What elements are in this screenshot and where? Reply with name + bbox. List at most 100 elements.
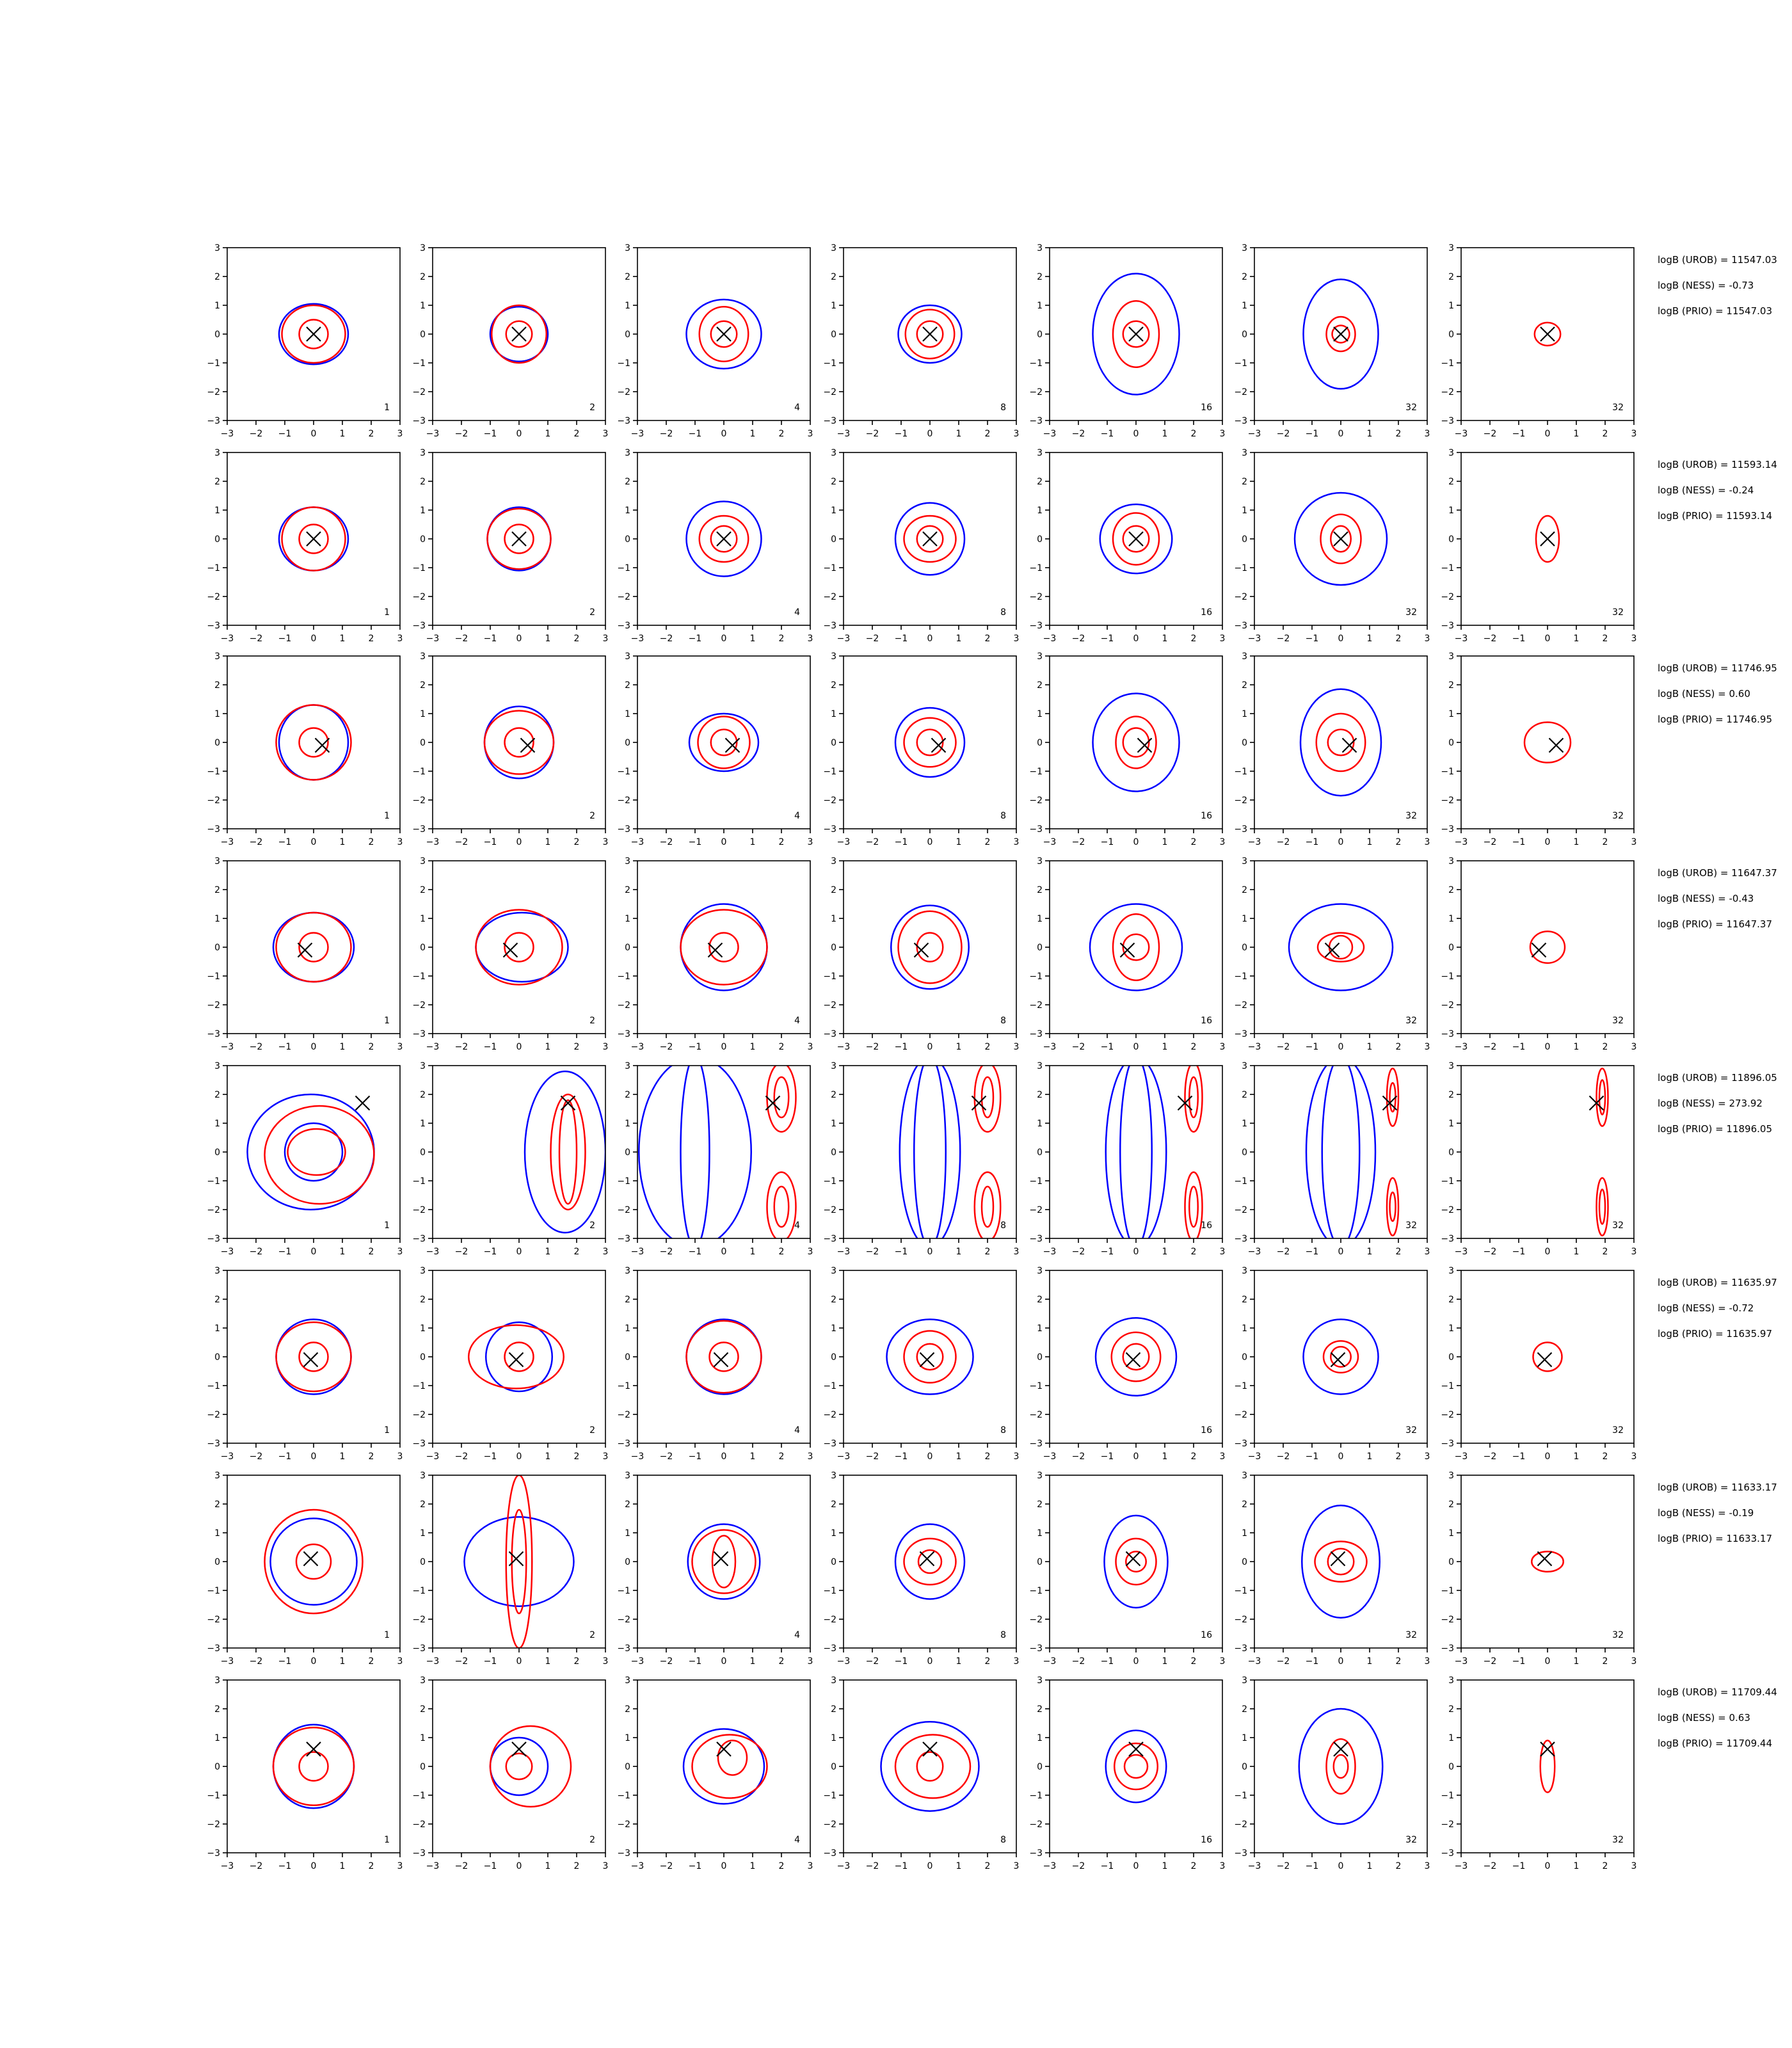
x-tick-label: 0: [1545, 837, 1551, 847]
axes-frame: [637, 860, 811, 1034]
y-tick-label: 0: [420, 534, 426, 545]
red-contour: [916, 320, 944, 348]
blue-contour: [485, 1321, 553, 1393]
red-contour: [916, 1343, 944, 1371]
axes-frame: [1460, 655, 1635, 829]
red-contour: [980, 1076, 995, 1119]
y-tick-label: −1: [617, 1586, 630, 1596]
x-tick-label: 2: [779, 837, 785, 847]
y-tick-label: 0: [420, 1352, 426, 1363]
x-tick-label: −3: [837, 1042, 851, 1052]
panel-label: 32: [1612, 1220, 1624, 1231]
y-tick-label: −3: [207, 416, 220, 426]
x-tick-label: 1: [956, 1247, 962, 1257]
target-marker: [913, 942, 929, 958]
panel-r3-c7: −3 −2 −1 0 1 2 3 −3 −2 −1 0 1 2 3 32: [1441, 652, 1636, 847]
y-tick-label: −3: [823, 621, 836, 631]
x-tick-label: −1: [1306, 1042, 1319, 1052]
target-marker: [508, 1551, 524, 1567]
y-tick-label: −2: [1441, 1410, 1454, 1420]
x-tick-label: 1: [340, 429, 346, 439]
panel-r4-c5: −3 −2 −1 0 1 2 3 −3 −2 −1 0 1 2 3 16: [1029, 856, 1225, 1052]
y-tick-label: −3: [1029, 1029, 1043, 1039]
axes-frame: [1049, 860, 1223, 1034]
y-tick-label: −2: [1029, 1000, 1043, 1011]
y-tick-label: 1: [625, 914, 630, 924]
x-tick-label: 3: [1014, 1452, 1020, 1462]
y-tick-label: −2: [1234, 1410, 1247, 1420]
y-tick-label: −3: [1441, 824, 1454, 835]
x-tick-label: 2: [1603, 1247, 1608, 1257]
blue-contour: [1092, 692, 1180, 792]
y-tick-label: −3: [412, 824, 426, 835]
y-tick-label: −3: [823, 1848, 836, 1859]
y-tick-label: −1: [823, 972, 836, 982]
x-tick-label: −2: [660, 1861, 673, 1871]
y-tick-label: −1: [1441, 1176, 1454, 1187]
x-tick-label: 2: [1396, 1247, 1402, 1257]
y-tick-label: −1: [207, 767, 220, 777]
y-tick-label: 3: [420, 448, 426, 458]
axes-frame: [1049, 655, 1223, 829]
x-tick-label: −2: [250, 634, 263, 644]
panel-label: 2: [589, 1425, 595, 1436]
x-tick-label: −3: [221, 1247, 234, 1257]
y-tick-label: 1: [1242, 914, 1247, 924]
y-tick-label: −2: [1441, 1820, 1454, 1830]
target-marker: [1540, 531, 1555, 547]
y-tick-label: 3: [420, 1266, 426, 1276]
y-tick-label: −1: [1029, 563, 1043, 573]
x-tick-label: −2: [1484, 837, 1497, 847]
y-tick-label: −2: [1234, 796, 1247, 806]
target-marker: [303, 1551, 319, 1567]
y-tick-label: −2: [207, 1615, 220, 1625]
x-tick-label: 2: [574, 1656, 580, 1667]
y-tick-label: 1: [1242, 1324, 1247, 1334]
x-tick-label: −2: [1484, 1861, 1497, 1871]
red-contour: [1123, 1754, 1149, 1779]
red-contour: [295, 1543, 332, 1580]
x-tick-label: −3: [426, 429, 440, 439]
x-tick-label: −3: [1455, 1247, 1468, 1257]
y-tick-label: 0: [1242, 738, 1247, 748]
y-tick-label: −3: [1234, 1439, 1247, 1449]
x-tick-label: 3: [397, 1452, 403, 1462]
target-marker: [1540, 1741, 1555, 1757]
x-tick-label: 2: [985, 1861, 991, 1871]
x-tick-label: 3: [1631, 1247, 1637, 1257]
x-tick-label: −2: [1277, 1861, 1290, 1871]
y-tick-label: 0: [214, 1762, 220, 1772]
y-tick-label: −2: [1234, 592, 1247, 602]
contour-group: [275, 1318, 352, 1395]
target-marker: [1330, 1551, 1346, 1567]
panel-label: 16: [1201, 1220, 1212, 1231]
logb-annotation: logB (PRIO) = 11593.14: [1658, 510, 1772, 522]
target-marker: [1128, 531, 1144, 547]
contour-group: [272, 1724, 355, 1809]
x-tick-label: −2: [1277, 634, 1290, 644]
red-contour: [903, 717, 957, 768]
x-tick-label: 3: [1425, 1861, 1430, 1871]
y-tick-label: 1: [1037, 1119, 1043, 1129]
x-tick-label: −2: [1484, 1247, 1497, 1257]
red-contour: [1325, 316, 1356, 353]
logb-annotation: logB (UROB) = 11635.97: [1658, 1277, 1777, 1288]
y-tick-label: 2: [214, 477, 220, 487]
x-tick-label: 3: [1014, 837, 1020, 847]
y-tick-label: 0: [625, 534, 630, 545]
y-tick-label: −3: [412, 1848, 426, 1859]
y-tick-label: −2: [823, 1615, 836, 1625]
y-tick-label: −1: [1441, 1381, 1454, 1391]
x-tick-label: 0: [1545, 634, 1551, 644]
y-tick-label: −2: [617, 1410, 630, 1420]
contour-group: [1105, 1066, 1203, 1238]
contour-group: [680, 903, 768, 991]
y-tick-label: 3: [1242, 652, 1247, 662]
x-tick-label: 1: [1574, 1861, 1580, 1871]
target-marker: [560, 1095, 576, 1111]
blue-contour: [913, 1066, 947, 1238]
y-tick-label: −2: [823, 592, 836, 602]
x-tick-label: −1: [689, 837, 702, 847]
x-tick-label: −3: [1043, 1656, 1057, 1667]
y-tick-label: −2: [207, 1410, 220, 1420]
